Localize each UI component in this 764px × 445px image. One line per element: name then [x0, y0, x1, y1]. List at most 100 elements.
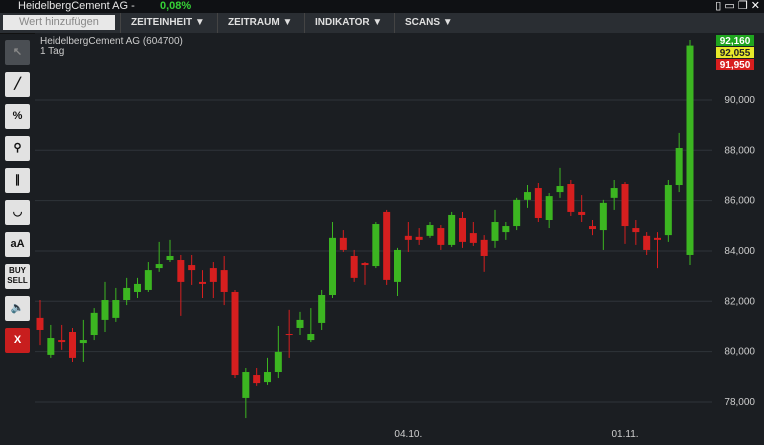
- candle: [209, 262, 217, 299]
- menu[interactable]: INDIKATOR ▼: [304, 13, 392, 33]
- candle-body: [469, 233, 477, 243]
- candle-body: [664, 185, 672, 236]
- curve-tool[interactable]: ◡: [5, 200, 30, 225]
- candle-body: [220, 270, 228, 292]
- title-bar: HeidelbergCement AG - 0,08% ▯ ▭ ❐ ✕: [0, 0, 764, 13]
- candle: [480, 235, 488, 272]
- candle-body: [404, 235, 412, 240]
- candle: [664, 179, 672, 242]
- y-tick-label: 82,000: [724, 296, 755, 307]
- menu-label: ZEITRAUM: [228, 17, 280, 28]
- buy-sell-tool[interactable]: BUY SELL: [5, 264, 30, 289]
- candle: [112, 287, 120, 322]
- candle-body: [101, 300, 109, 320]
- candle-body: [350, 255, 358, 278]
- candle-body: [675, 148, 683, 186]
- y-tick-label: 90,000: [724, 95, 755, 106]
- buy-label: BUY: [9, 266, 26, 275]
- chart-title: HeidelbergCement AG (604700): [40, 36, 183, 47]
- delete-tool[interactable]: X: [5, 328, 30, 353]
- candle: [123, 277, 131, 306]
- candle: [231, 289, 239, 379]
- channel-tool[interactable]: ∥: [5, 168, 30, 193]
- menu-label: ZEITEINHEIT: [131, 17, 193, 28]
- window-title: HeidelbergCement AG -: [18, 0, 135, 12]
- menu[interactable]: ZEITRAUM ▼: [217, 13, 303, 33]
- candle: [69, 327, 76, 362]
- candle: [654, 232, 661, 269]
- candle-body: [318, 294, 326, 323]
- sell-label: SELL: [7, 276, 28, 285]
- text-tool[interactable]: aA: [5, 232, 30, 257]
- candle-body: [242, 372, 250, 398]
- candle-body: [36, 317, 44, 330]
- y-tick-label: 88,000: [724, 145, 755, 156]
- candle: [329, 222, 336, 299]
- candle: [469, 222, 477, 246]
- candle-body: [567, 184, 575, 212]
- candle: [58, 324, 66, 350]
- candle: [285, 309, 293, 358]
- candle-body: [621, 184, 629, 227]
- candle-body: [361, 263, 369, 266]
- candle: [567, 179, 575, 216]
- window-controls[interactable]: ▯ ▭ ❐ ✕: [715, 0, 760, 12]
- candle: [426, 222, 434, 238]
- candle: [177, 254, 185, 316]
- candle: [502, 222, 510, 240]
- chart-bg: [35, 33, 764, 445]
- candle-body: [123, 287, 131, 301]
- candle: [610, 179, 618, 210]
- candle-body: [394, 249, 401, 282]
- candle-body: [307, 334, 315, 341]
- candle-body: [556, 186, 564, 193]
- menu[interactable]: ZEITEINHEIT ▼: [120, 13, 214, 33]
- candle-body: [166, 255, 174, 261]
- candle-body: [372, 224, 380, 267]
- candle: [166, 239, 174, 263]
- candle-body: [654, 237, 661, 240]
- candle-body: [155, 264, 163, 269]
- candle-body: [448, 214, 456, 245]
- candle-body: [513, 199, 521, 227]
- candle-body: [134, 283, 141, 292]
- candle-body: [524, 192, 531, 200]
- change: 0,08%: [160, 0, 192, 12]
- menu-label: SCANS: [405, 17, 441, 28]
- sound-tool[interactable]: 🔈: [5, 296, 30, 321]
- candle-body: [339, 237, 347, 250]
- candle-body: [426, 225, 434, 236]
- candle: [350, 249, 358, 282]
- candle: [242, 367, 250, 419]
- candle: [383, 209, 391, 285]
- pointer-tool[interactable]: ↖: [5, 40, 30, 65]
- candle-body: [90, 312, 98, 336]
- y-tick-label: 86,000: [724, 196, 755, 207]
- candle: [220, 255, 228, 306]
- candle: [90, 308, 98, 341]
- candle-body: [253, 375, 261, 384]
- candle-body: [112, 300, 120, 318]
- candle-body: [415, 236, 423, 240]
- candle-body: [491, 222, 499, 241]
- candle-body: [199, 281, 206, 284]
- search-input[interactable]: Wert hinzufügen: [3, 15, 115, 30]
- candle: [524, 185, 531, 208]
- percent-tool[interactable]: %: [5, 104, 30, 129]
- line-tool[interactable]: ╱: [5, 72, 30, 97]
- zoom-tool[interactable]: ⚲: [5, 136, 30, 161]
- candle-body: [144, 270, 152, 290]
- candle-body: [209, 268, 217, 282]
- candle-body: [480, 239, 488, 256]
- menu[interactable]: SCANS ▼: [394, 13, 462, 33]
- candle-body: [177, 260, 185, 282]
- candle-body: [632, 228, 640, 233]
- chart-subtitle: 1 Tag: [40, 46, 64, 57]
- price-tag-bg: [716, 47, 754, 58]
- candle-body: [578, 211, 586, 215]
- candle: [199, 270, 206, 299]
- candle: [274, 325, 282, 379]
- candle-body: [296, 319, 304, 328]
- candle-body: [69, 331, 76, 358]
